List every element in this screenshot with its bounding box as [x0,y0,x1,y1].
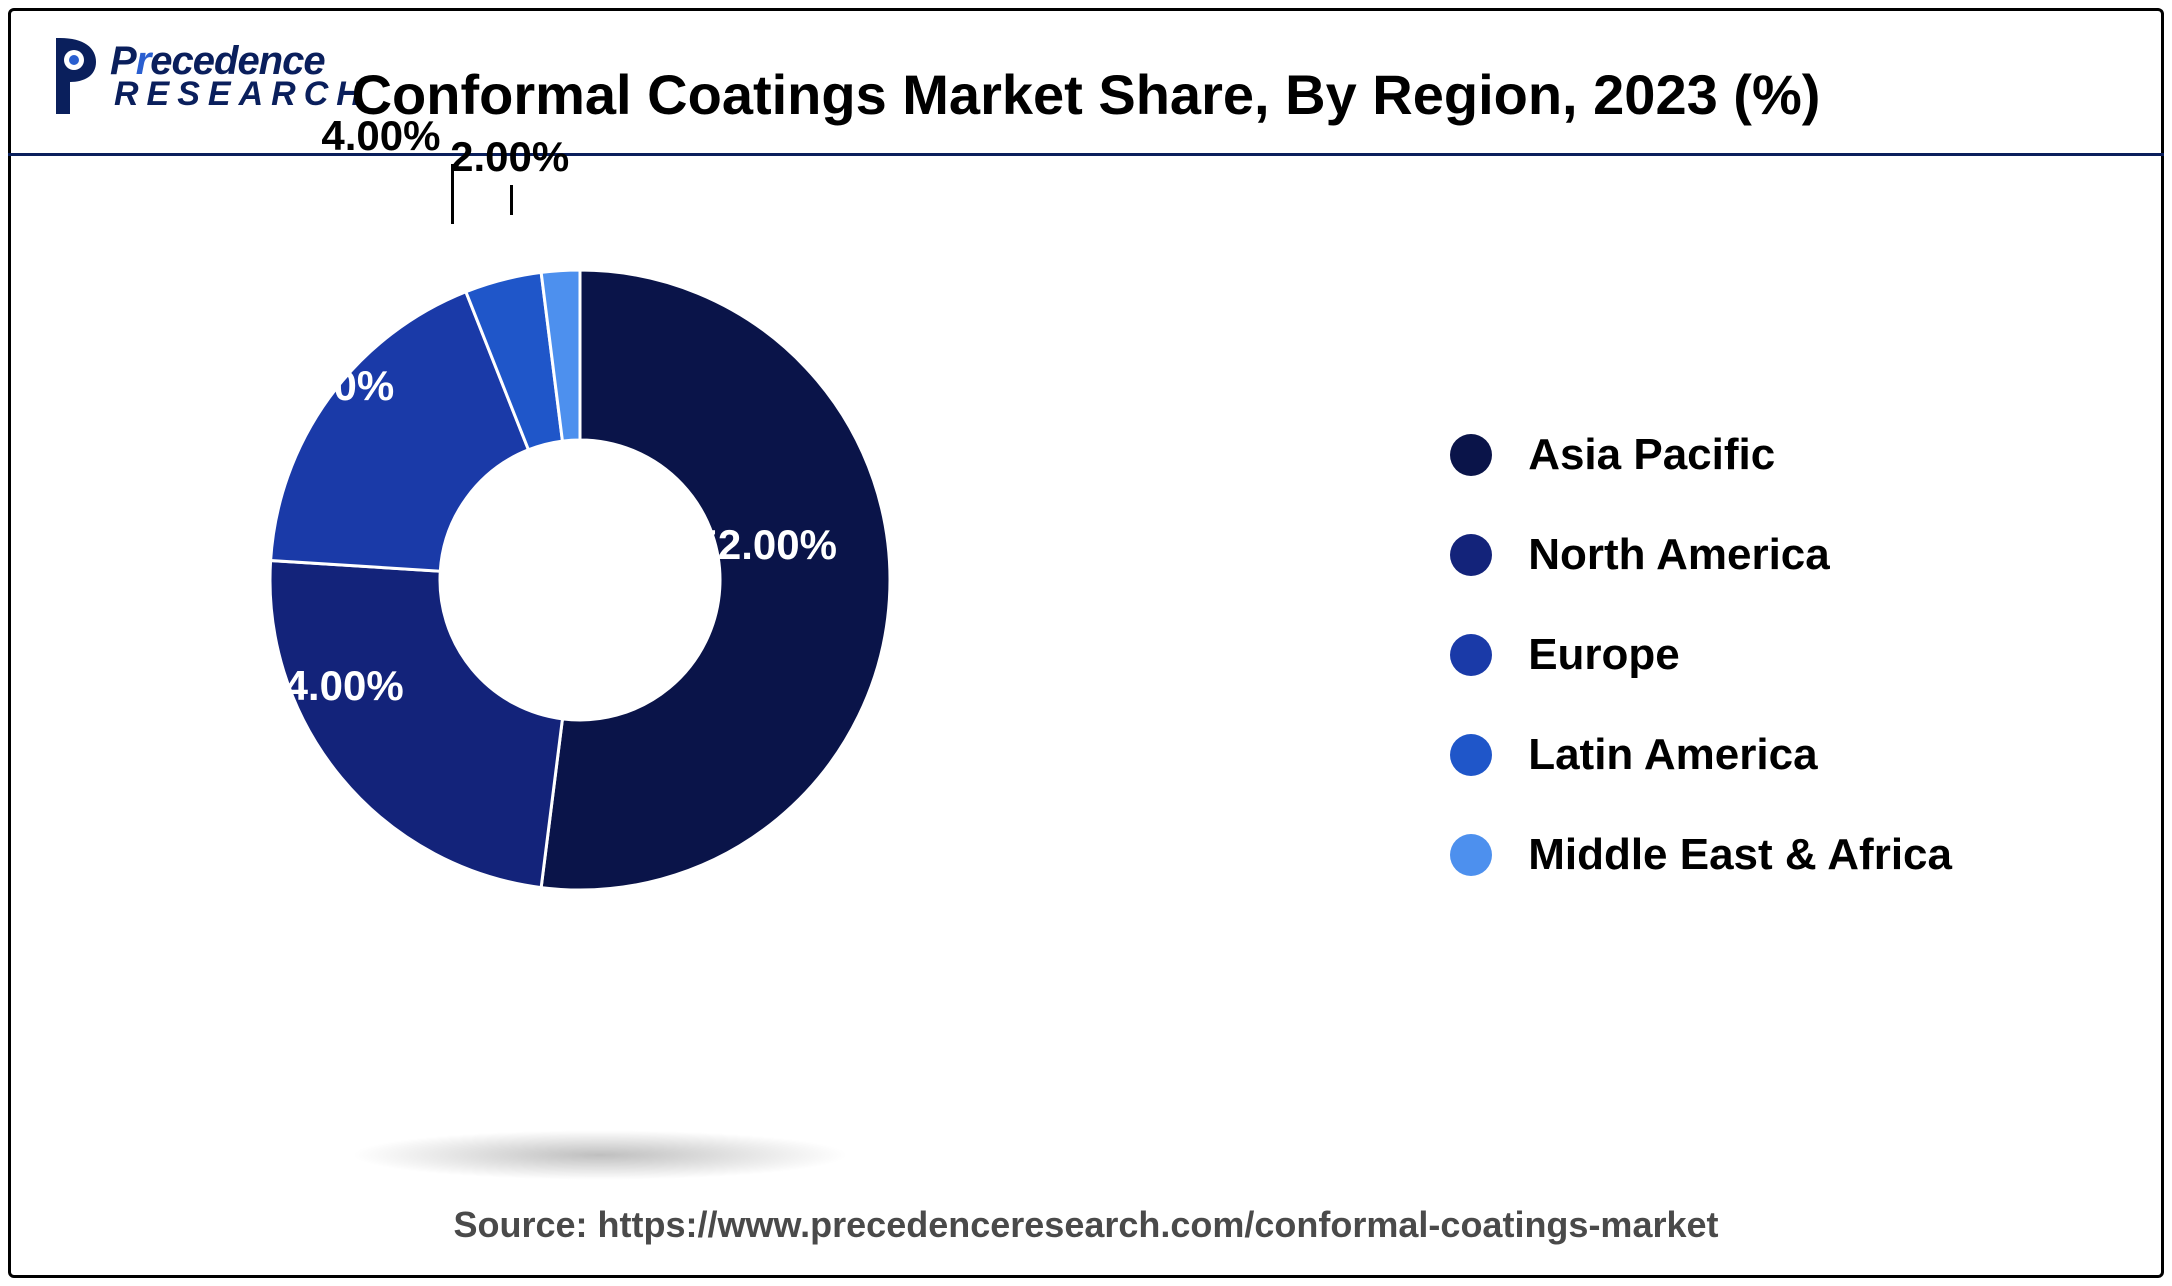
legend-bullet-icon [1450,434,1492,476]
legend-bullet-icon [1450,834,1492,876]
slice-label: 24.00% [261,662,403,710]
legend: Asia Pacific North America Europe Latin Ame… [1450,430,1952,880]
legend-item: North America [1450,530,1952,580]
legend-bullet-icon [1450,534,1492,576]
slice-label: 2.00% [450,133,569,181]
legend-item: Asia Pacific [1450,430,1952,480]
legend-item: Europe [1450,630,1952,680]
legend-label: Asia Pacific [1528,430,1775,480]
legend-label: North America [1528,530,1830,580]
slice-label: 18.00% [252,362,394,410]
legend-bullet-icon [1450,734,1492,776]
source-prefix: Source: [453,1204,597,1245]
legend-item: Latin America [1450,730,1952,780]
legend-label: Latin America [1528,730,1817,780]
chart-area: 52.00%24.00%18.00%4.00%2.00% Asia Pacifi… [0,170,2172,1176]
legend-label: Middle East & Africa [1528,830,1952,880]
source-url: https://www.precedenceresearch.com/confo… [598,1204,1719,1245]
slice-label: 52.00% [695,521,837,569]
legend-label: Europe [1528,630,1680,680]
legend-item: Middle East & Africa [1450,830,1952,880]
legend-bullet-icon [1450,634,1492,676]
slice-label: 4.00% [321,112,440,160]
leader-line [510,185,513,215]
source-line: Source: https://www.precedenceresearch.c… [0,1204,2172,1246]
